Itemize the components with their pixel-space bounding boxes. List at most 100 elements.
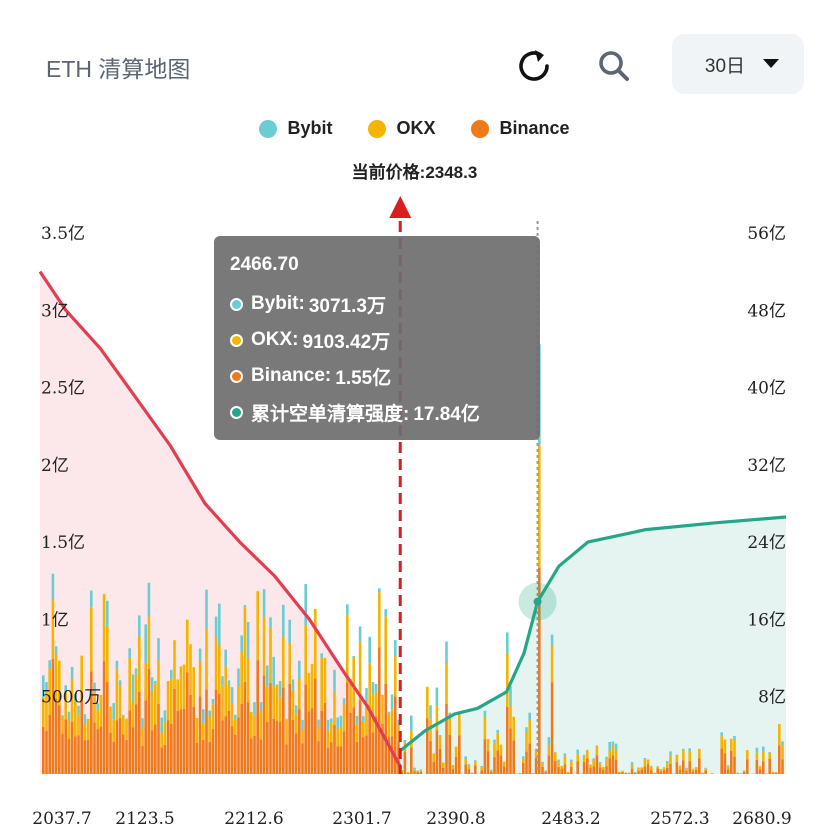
bar-okx <box>333 691 336 725</box>
bar-binance <box>448 734 451 774</box>
bar-binance <box>762 761 765 774</box>
bar-binance <box>192 706 195 774</box>
bar-binance <box>163 744 167 774</box>
bar-bybit <box>230 687 234 705</box>
bar-bybit <box>253 702 256 716</box>
bar-okx <box>554 752 557 761</box>
bar-okx <box>611 745 615 756</box>
bar-binance <box>182 709 186 774</box>
bar-binance <box>61 733 64 774</box>
bar-okx <box>509 705 512 729</box>
bar-binance <box>144 700 147 774</box>
bar-binance <box>720 748 723 774</box>
bar-okx <box>195 717 199 743</box>
bar-okx <box>464 759 467 765</box>
legend-item-binance[interactable]: Binance <box>471 118 570 139</box>
bar-binance <box>186 672 189 774</box>
bar-okx <box>534 749 538 758</box>
bar-okx <box>666 763 669 768</box>
bar-bybit <box>320 653 323 658</box>
tooltip-dot-okx <box>230 333 243 347</box>
short-cumulative-area <box>400 517 786 774</box>
bar-binance <box>326 747 330 774</box>
bar-binance <box>464 764 467 774</box>
bar-bybit <box>394 640 397 657</box>
bar-binance <box>675 762 679 774</box>
bar-binance <box>598 767 602 774</box>
bar-okx <box>205 629 208 690</box>
bar-okx <box>541 763 544 767</box>
bar-bybit <box>592 758 595 761</box>
tooltip-value-short-cumulative: 17.84亿 <box>413 403 480 425</box>
page-title: ETH 清算地图 <box>46 56 191 82</box>
bar-okx <box>570 761 573 767</box>
bar-okx <box>74 701 77 737</box>
bar-bybit <box>429 705 432 720</box>
bar-bybit <box>234 714 237 720</box>
hover-highlight-point <box>533 597 542 606</box>
bar-okx <box>605 758 608 767</box>
bar-bybit <box>346 604 349 615</box>
bar-okx <box>346 614 349 683</box>
bar-binance <box>275 720 279 774</box>
tooltip-row-okx: OKX: 9103.42万 <box>230 322 540 358</box>
bar-bybit <box>397 719 400 725</box>
bar-okx <box>490 770 493 772</box>
legend-item-okx[interactable]: OKX <box>368 118 435 139</box>
bar-binance <box>445 703 448 774</box>
bar-binance <box>285 744 288 774</box>
bar-binance <box>179 709 183 774</box>
bar-okx <box>662 768 666 771</box>
bar-okx <box>182 664 186 709</box>
bar-okx <box>218 645 221 694</box>
bar-okx <box>614 750 618 760</box>
bar-binance <box>605 766 608 774</box>
legend-item-bybit[interactable]: Bybit <box>259 118 332 139</box>
bar-binance <box>685 770 688 774</box>
time-range-select[interactable]: 30日 <box>672 34 804 94</box>
tooltip-row-binance: Binance: 1.55亿 <box>230 358 540 394</box>
search-button[interactable] <box>588 40 640 92</box>
x-tick-label: 2390.8 <box>426 809 485 828</box>
bar-binance <box>374 716 378 774</box>
bar-okx <box>179 666 183 710</box>
bar-bybit <box>611 741 615 746</box>
bar-binance <box>771 772 775 774</box>
bar-okx <box>467 766 471 769</box>
refresh-button[interactable] <box>508 40 560 92</box>
bar-bybit <box>541 761 544 764</box>
bar-bybit <box>336 717 339 729</box>
bar-okx <box>304 625 307 685</box>
bar-bybit <box>688 748 691 752</box>
bar-binance <box>362 737 365 774</box>
bar-binance <box>637 770 640 774</box>
bar-okx <box>394 656 397 697</box>
bar-okx <box>413 769 416 772</box>
bar-okx <box>659 770 663 772</box>
bar-binance <box>86 739 90 774</box>
bar-okx <box>83 724 87 741</box>
bar-okx <box>637 767 640 771</box>
bar-binance <box>557 766 560 774</box>
bar-okx <box>493 742 496 757</box>
bar-binance <box>330 742 333 774</box>
bar-bybit <box>150 677 154 692</box>
bar-binance <box>429 740 432 774</box>
bar-okx <box>618 771 621 773</box>
bar-okx <box>451 765 455 769</box>
bar-okx <box>387 714 391 737</box>
bar-bybit <box>243 605 247 608</box>
bar-okx <box>419 770 423 772</box>
bar-okx <box>582 756 586 762</box>
bar-binance <box>742 771 746 774</box>
tooltip-dot-binance <box>230 369 243 383</box>
bar-bybit <box>42 675 45 698</box>
bar-okx <box>282 636 285 688</box>
bar-okx <box>355 724 359 742</box>
bar-okx <box>131 701 135 728</box>
bar-okx <box>294 713 298 734</box>
bar-okx <box>224 666 227 717</box>
bar-okx <box>134 674 138 705</box>
refresh-icon <box>519 50 549 81</box>
